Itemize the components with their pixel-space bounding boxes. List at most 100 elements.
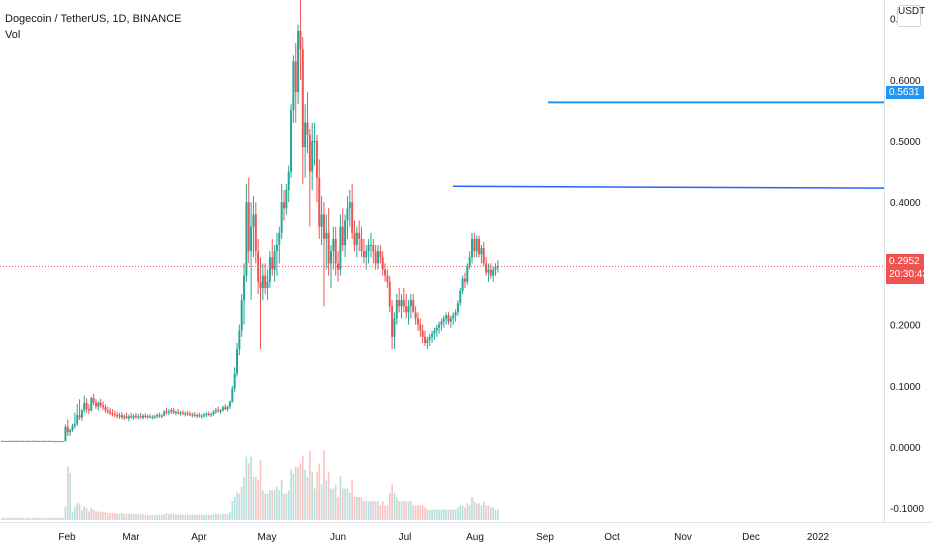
- candle-body[interactable]: [438, 324, 441, 328]
- candle-body[interactable]: [421, 330, 424, 337]
- candle-body[interactable]: [236, 349, 238, 374]
- candle-body[interactable]: [10, 440, 13, 442]
- candle-body[interactable]: [3, 440, 6, 442]
- candle-body[interactable]: [66, 426, 69, 433]
- candle-body[interactable]: [431, 333, 434, 337]
- candle-body[interactable]: [355, 232, 358, 246]
- candle-body[interactable]: [442, 318, 445, 322]
- symbol-title[interactable]: Dogecoin / TetherUS, 1D, BINANCE: [5, 13, 182, 25]
- candle-body[interactable]: [12, 440, 15, 442]
- candle-body[interactable]: [181, 412, 184, 414]
- candle-body[interactable]: [374, 251, 377, 264]
- candle-body[interactable]: [367, 245, 370, 252]
- candle-body[interactable]: [278, 232, 281, 246]
- candle-body[interactable]: [95, 402, 97, 407]
- candle-body[interactable]: [205, 413, 208, 415]
- candle-body[interactable]: [334, 238, 337, 264]
- candle-body[interactable]: [193, 414, 196, 416]
- candle-body[interactable]: [344, 220, 347, 246]
- candle-body[interactable]: [69, 429, 72, 433]
- candle-body[interactable]: [146, 416, 149, 418]
- candle-body[interactable]: [80, 410, 83, 418]
- candle-body[interactable]: [250, 226, 253, 252]
- candle-body[interactable]: [33, 440, 36, 442]
- candle-body[interactable]: [362, 251, 365, 258]
- candle-body[interactable]: [398, 300, 401, 307]
- candle-body[interactable]: [26, 440, 29, 442]
- candle-body[interactable]: [165, 411, 168, 413]
- candle-body[interactable]: [90, 398, 93, 411]
- candle-body[interactable]: [452, 315, 455, 319]
- candle-body[interactable]: [5, 441, 8, 443]
- candle-body[interactable]: [221, 407, 224, 411]
- candle-body[interactable]: [83, 402, 86, 411]
- candle-body[interactable]: [163, 411, 166, 416]
- candle-body[interactable]: [142, 415, 144, 418]
- candle-body[interactable]: [414, 312, 417, 319]
- candle-body[interactable]: [435, 327, 438, 331]
- candle-body[interactable]: [102, 405, 105, 408]
- candle-body[interactable]: [43, 440, 46, 442]
- candle-body[interactable]: [320, 214, 323, 227]
- candle-body[interactable]: [381, 257, 384, 270]
- candle-body[interactable]: [15, 440, 18, 442]
- candle-body[interactable]: [116, 415, 119, 417]
- candle-body[interactable]: [137, 416, 140, 418]
- candle-body[interactable]: [247, 202, 250, 252]
- candle-body[interactable]: [471, 238, 473, 258]
- candle-body[interactable]: [449, 318, 452, 322]
- candle-body[interactable]: [496, 266, 499, 268]
- candle-body[interactable]: [186, 413, 189, 415]
- candle-body[interactable]: [428, 336, 431, 340]
- candle-body[interactable]: [113, 413, 116, 416]
- candle-body[interactable]: [55, 441, 58, 443]
- candle-body[interactable]: [123, 416, 126, 418]
- candle-body[interactable]: [210, 413, 213, 416]
- candle-body[interactable]: [325, 232, 328, 239]
- candle-body[interactable]: [31, 440, 34, 442]
- candle-body[interactable]: [424, 336, 426, 343]
- candle-body[interactable]: [8, 440, 11, 442]
- candle-body[interactable]: [85, 402, 88, 410]
- candle-body[interactable]: [327, 232, 330, 264]
- candle-body[interactable]: [17, 440, 20, 442]
- candle-body[interactable]: [149, 416, 152, 418]
- candle-body[interactable]: [97, 402, 100, 407]
- candle-body[interactable]: [299, 30, 302, 50]
- candle-body[interactable]: [50, 441, 53, 443]
- candle-body[interactable]: [177, 412, 180, 414]
- candle-body[interactable]: [214, 410, 217, 412]
- candle-body[interactable]: [228, 401, 231, 407]
- candle-body[interactable]: [482, 248, 485, 264]
- candle-body[interactable]: [478, 238, 481, 255]
- candle-body[interactable]: [45, 440, 48, 442]
- candle-body[interactable]: [292, 61, 295, 111]
- candle-body[interactable]: [226, 406, 229, 410]
- candle-body[interactable]: [419, 324, 422, 331]
- candle-body[interactable]: [52, 441, 55, 443]
- candle-body[interactable]: [412, 300, 415, 313]
- candle-body[interactable]: [341, 226, 344, 246]
- candle-body[interactable]: [285, 189, 288, 209]
- candle-body[interactable]: [301, 49, 304, 148]
- candle-body[interactable]: [64, 426, 67, 442]
- candle-body[interactable]: [1, 440, 3, 442]
- candle-body[interactable]: [271, 257, 274, 270]
- candle-body[interactable]: [111, 413, 114, 415]
- candle-body[interactable]: [109, 411, 112, 414]
- candle-body[interactable]: [489, 269, 492, 276]
- candle-body[interactable]: [219, 410, 222, 412]
- candle-body[interactable]: [92, 398, 95, 403]
- candle-body[interactable]: [400, 300, 403, 307]
- candle-body[interactable]: [393, 318, 396, 337]
- candle-body[interactable]: [127, 416, 130, 419]
- candle-body[interactable]: [71, 425, 74, 430]
- candle-body[interactable]: [212, 411, 215, 414]
- candle-body[interactable]: [330, 251, 332, 264]
- candle-body[interactable]: [379, 251, 382, 258]
- candle-body[interactable]: [151, 417, 154, 419]
- candle-body[interactable]: [48, 440, 50, 442]
- candle-body[interactable]: [485, 263, 488, 273]
- candle-body[interactable]: [456, 303, 459, 313]
